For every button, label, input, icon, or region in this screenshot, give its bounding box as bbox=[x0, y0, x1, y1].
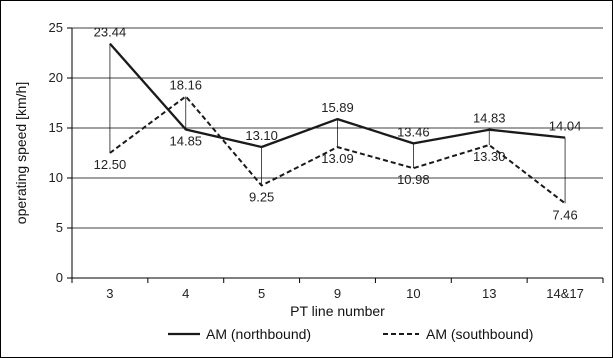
y-tick-label: 0 bbox=[56, 270, 63, 285]
data-labels: 23.44 12.50 18.16 14.85 13.10 9.25 15.89 13.09 1… bbox=[94, 25, 582, 223]
y-axis-title: operating speed [km/h] bbox=[13, 82, 29, 224]
x-tick-label: 10 bbox=[406, 286, 420, 301]
y-tick-label: 5 bbox=[56, 220, 63, 235]
data-label: 14.83 bbox=[473, 111, 506, 126]
data-label: 13.30 bbox=[473, 149, 506, 164]
tick-labels: 0 5 10 15 20 25 3 4 5 9 10 13 14&17 bbox=[49, 20, 584, 301]
data-label: 10.98 bbox=[397, 172, 430, 187]
x-tick-label: 13 bbox=[482, 286, 496, 301]
x-axis-title: PT line number bbox=[290, 303, 385, 319]
y-tick-label: 15 bbox=[49, 120, 63, 135]
drop-lines bbox=[109, 43, 566, 204]
y-tick-label: 20 bbox=[49, 70, 63, 85]
data-label: 15.89 bbox=[321, 100, 354, 115]
data-label: 13.09 bbox=[321, 151, 354, 166]
axes bbox=[67, 27, 604, 283]
legend: AM (northbound) AM (southbound) bbox=[168, 326, 533, 342]
gridlines bbox=[72, 27, 603, 229]
data-label: 12.50 bbox=[94, 157, 127, 172]
data-label: 23.44 bbox=[94, 25, 127, 40]
x-tick-label: 3 bbox=[106, 286, 113, 301]
x-tick-label: 14&17 bbox=[546, 286, 584, 301]
legend-label-northbound: AM (northbound) bbox=[206, 326, 311, 342]
y-tick-label: 10 bbox=[49, 170, 63, 185]
series-line-northbound bbox=[109, 42, 566, 149]
data-label: 7.46 bbox=[552, 207, 577, 222]
data-label: 18.16 bbox=[170, 77, 203, 92]
legend-label-southbound: AM (southbound) bbox=[426, 326, 533, 342]
data-label: 9.25 bbox=[249, 190, 274, 205]
data-label: 13.10 bbox=[245, 128, 278, 143]
data-label: 13.46 bbox=[397, 124, 430, 139]
x-tick-label: 4 bbox=[182, 286, 189, 301]
series-lines bbox=[109, 42, 566, 205]
x-tick-label: 5 bbox=[258, 286, 265, 301]
x-tick-label: 9 bbox=[334, 286, 341, 301]
series-line-southbound bbox=[109, 95, 566, 205]
data-label: 14.04 bbox=[549, 119, 582, 134]
y-tick-label: 25 bbox=[49, 20, 63, 35]
data-label: 14.85 bbox=[170, 134, 203, 149]
